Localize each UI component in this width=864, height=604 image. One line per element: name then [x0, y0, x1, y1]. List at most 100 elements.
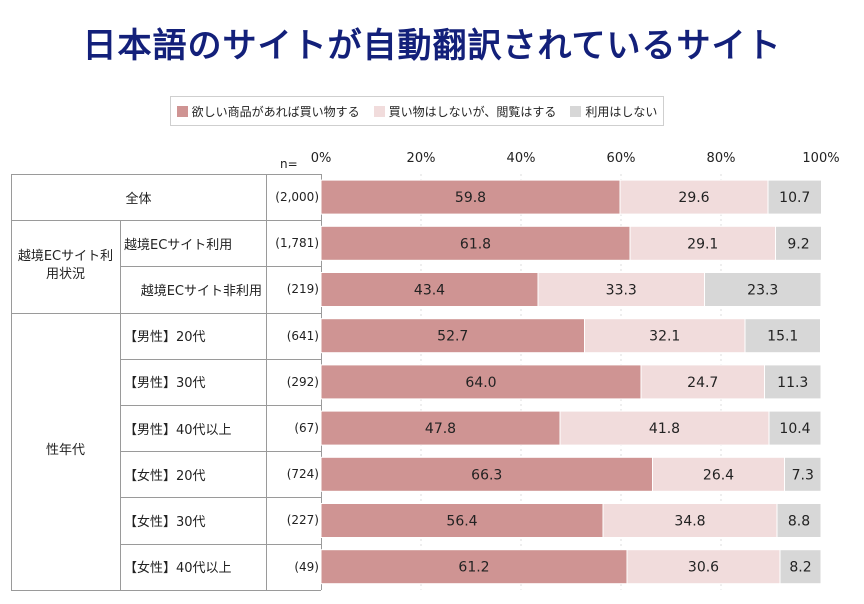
sample-size-label: (292)	[286, 374, 319, 389]
bar-segment	[320, 549, 628, 585]
category-label: 【男性】20代	[124, 330, 206, 346]
bar-value-label: 10.4	[779, 421, 810, 437]
group-label: 性年代	[45, 442, 85, 458]
legend-swatch-buy	[176, 105, 188, 117]
bar-value-label: 52.7	[437, 329, 468, 345]
chart-legend: 欲しい商品があれば買い物する 買い物はしないが、閲覧はする 利用はしない	[170, 96, 664, 126]
legend-label-browse: 買い物はしないが、閲覧はする	[388, 104, 557, 119]
category-label: 越境ECサイト利用	[124, 237, 233, 253]
bar-value-label: 8.2	[789, 560, 811, 576]
bar-segment	[704, 272, 822, 307]
sample-size-label: (724)	[286, 467, 319, 482]
bar-segment	[320, 318, 585, 354]
bar-value-label: 9.2	[787, 236, 809, 252]
bar-segment	[764, 364, 822, 400]
bar-segment	[767, 179, 822, 215]
sample-size-label: (2,000)	[275, 190, 319, 205]
bar-segment	[744, 318, 821, 354]
bar-value-label: 34.8	[674, 514, 705, 530]
row-separator	[120, 451, 321, 453]
bar-value-label: 10.7	[779, 190, 810, 206]
bar-segment	[537, 272, 705, 307]
legend-label-buy: 欲しい商品があれば買い物する	[191, 104, 360, 119]
bar-value-label: 26.4	[703, 467, 734, 483]
bar-value-label: 29.1	[687, 236, 718, 252]
bar-value-label: 61.2	[458, 560, 489, 576]
bar-segment	[320, 410, 561, 446]
legend-item-buy: 欲しい商品があれば買い物する	[176, 103, 360, 120]
bar-value-label: 43.4	[414, 283, 445, 299]
group-separator	[11, 220, 321, 222]
bar-segment	[784, 456, 822, 492]
x-tick-label: 0%	[311, 151, 332, 166]
table-top-border	[11, 174, 321, 175]
bar-segment	[320, 272, 539, 307]
bar-value-label: 56.4	[446, 514, 477, 530]
sample-size-label: (1,781)	[275, 236, 319, 251]
table-left-border	[11, 174, 12, 590]
bar-value-label: 66.3	[471, 467, 502, 483]
sample-size-label: (227)	[286, 513, 319, 528]
n-column-border	[266, 174, 267, 590]
bar-value-label: 11.3	[777, 375, 808, 391]
bar-value-label: 8.8	[788, 514, 810, 530]
group-label: 越境ECサイト利 用状況	[17, 248, 114, 283]
x-tick-label: 60%	[607, 151, 636, 166]
bar-value-label: 24.7	[687, 375, 718, 391]
chart-title: 日本語のサイトが自動翻訳されているサイト	[82, 26, 782, 66]
sample-size-label: (641)	[286, 328, 319, 343]
category-label: 【男性】40代以上	[124, 422, 232, 438]
bar-value-label: 7.3	[792, 467, 814, 483]
legend-item-browse: 買い物はしないが、閲覧はする	[373, 103, 557, 120]
bar-value-label: 29.6	[678, 190, 709, 206]
bar-value-label: 64.0	[465, 375, 496, 391]
bar-segment	[776, 503, 822, 538]
legend-label-none: 利用はしない	[585, 104, 658, 119]
bar-segment	[775, 225, 822, 261]
bar-value-label: 47.8	[425, 421, 456, 437]
sample-size-label: (219)	[286, 282, 319, 297]
x-tick-label: 20%	[407, 151, 436, 166]
legend-swatch-none	[570, 105, 582, 117]
legend-swatch-browse	[373, 105, 385, 117]
bar-value-label: 15.1	[767, 329, 798, 345]
category-label: 【男性】30代	[124, 376, 206, 392]
n-header: n=	[280, 157, 298, 171]
legend-item-none: 利用はしない	[570, 103, 657, 120]
bar-value-label: 32.1	[649, 329, 680, 345]
bar-value-label: 61.8	[460, 236, 491, 252]
category-label: 全体	[125, 191, 152, 207]
bar-segment	[779, 549, 822, 585]
x-tick-label: 40%	[507, 151, 536, 166]
category-label: 【女性】20代	[124, 468, 206, 484]
category-label: 【女性】40代以上	[124, 561, 232, 577]
sample-size-label: (67)	[294, 421, 319, 436]
bar-segment	[602, 503, 778, 538]
group-separator	[11, 312, 321, 314]
row-separator	[120, 358, 321, 360]
bar-value-label: 30.6	[688, 560, 719, 576]
bar-segment	[320, 225, 631, 261]
sample-size-label: (49)	[294, 559, 319, 574]
x-tick-label: 80%	[707, 151, 736, 166]
bar-segment	[640, 364, 765, 400]
row-separator	[120, 266, 321, 268]
table-bottom-border	[11, 589, 321, 591]
bar-value-label: 59.8	[455, 190, 486, 206]
bar-segment	[626, 549, 781, 585]
group-column-border	[120, 220, 121, 313]
bar-value-label: 41.8	[649, 421, 680, 437]
row-separator	[120, 405, 321, 406]
row-separator	[120, 497, 321, 499]
bar-segment	[320, 503, 604, 538]
row-separator	[120, 543, 321, 545]
bar-segment	[768, 410, 822, 446]
bar-segment	[320, 179, 621, 215]
bar-value-label: 23.3	[747, 283, 778, 299]
bar-segment	[629, 225, 776, 261]
category-label: 【女性】30代	[124, 514, 206, 530]
category-label: 越境ECサイト非利用	[140, 283, 262, 299]
bar-value-label: 33.3	[606, 283, 637, 299]
x-tick-label: 100%	[802, 151, 839, 166]
